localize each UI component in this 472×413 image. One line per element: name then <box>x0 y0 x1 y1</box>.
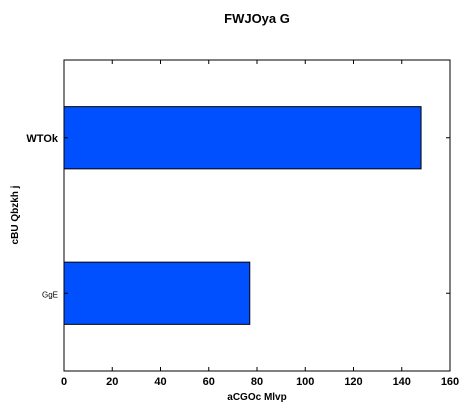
x-tick-label: 20 <box>106 376 118 388</box>
y-tick-label: GgE <box>42 290 58 299</box>
x-tick-label: 0 <box>61 376 67 388</box>
chart-title: FWJOya G <box>224 11 290 26</box>
bar-gge <box>63 261 251 325</box>
bar-wtok <box>63 106 422 170</box>
x-tick-label: 160 <box>441 376 459 388</box>
x-tick-label: 80 <box>251 376 263 388</box>
x-tick-label: 140 <box>393 376 411 388</box>
y-axis-label: cBU Qbzkh j <box>10 185 21 244</box>
x-tick-label: 120 <box>344 376 362 388</box>
x-tick-label: 40 <box>154 376 166 388</box>
x-tick-label: 60 <box>203 376 215 388</box>
x-axis-label: aCGOc Mlvp <box>227 392 286 403</box>
x-tick-label: 100 <box>296 376 314 388</box>
y-tick-label: WTOk <box>26 133 58 145</box>
